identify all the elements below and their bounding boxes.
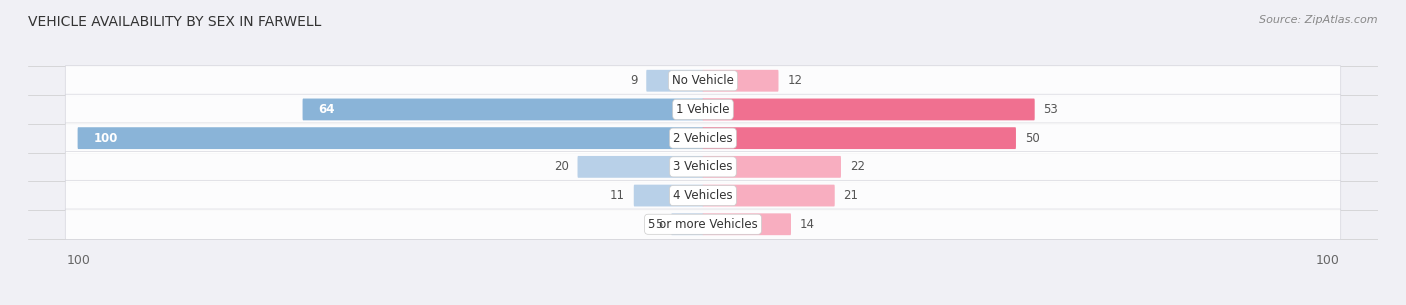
Text: 20: 20 — [554, 160, 568, 173]
Text: 100: 100 — [94, 132, 118, 145]
Text: 2 Vehicles: 2 Vehicles — [673, 132, 733, 145]
Text: 4 Vehicles: 4 Vehicles — [673, 189, 733, 202]
FancyBboxPatch shape — [634, 185, 703, 206]
FancyBboxPatch shape — [302, 99, 703, 120]
Text: 12: 12 — [787, 74, 803, 87]
FancyBboxPatch shape — [65, 94, 1341, 125]
FancyBboxPatch shape — [703, 70, 779, 92]
Text: 14: 14 — [800, 218, 815, 231]
Text: 64: 64 — [319, 103, 335, 116]
FancyBboxPatch shape — [703, 185, 835, 206]
FancyBboxPatch shape — [578, 156, 703, 178]
Text: 22: 22 — [849, 160, 865, 173]
Text: 9: 9 — [630, 74, 637, 87]
FancyBboxPatch shape — [65, 180, 1341, 211]
Text: 21: 21 — [844, 189, 859, 202]
FancyBboxPatch shape — [65, 152, 1341, 182]
FancyBboxPatch shape — [647, 70, 703, 92]
FancyBboxPatch shape — [65, 209, 1341, 239]
Text: No Vehicle: No Vehicle — [672, 74, 734, 87]
FancyBboxPatch shape — [671, 214, 703, 235]
Text: 5 or more Vehicles: 5 or more Vehicles — [648, 218, 758, 231]
Text: VEHICLE AVAILABILITY BY SEX IN FARWELL: VEHICLE AVAILABILITY BY SEX IN FARWELL — [28, 15, 322, 29]
Legend: Male, Female: Male, Female — [630, 303, 776, 305]
Text: 5: 5 — [655, 218, 662, 231]
FancyBboxPatch shape — [703, 99, 1035, 120]
FancyBboxPatch shape — [65, 66, 1341, 96]
FancyBboxPatch shape — [77, 127, 703, 149]
FancyBboxPatch shape — [703, 156, 841, 178]
Text: Source: ZipAtlas.com: Source: ZipAtlas.com — [1260, 15, 1378, 25]
Text: 3 Vehicles: 3 Vehicles — [673, 160, 733, 173]
Text: 53: 53 — [1043, 103, 1059, 116]
FancyBboxPatch shape — [703, 214, 792, 235]
Text: 11: 11 — [610, 189, 624, 202]
FancyBboxPatch shape — [65, 123, 1341, 153]
Text: 1 Vehicle: 1 Vehicle — [676, 103, 730, 116]
FancyBboxPatch shape — [703, 127, 1017, 149]
Text: 50: 50 — [1025, 132, 1039, 145]
